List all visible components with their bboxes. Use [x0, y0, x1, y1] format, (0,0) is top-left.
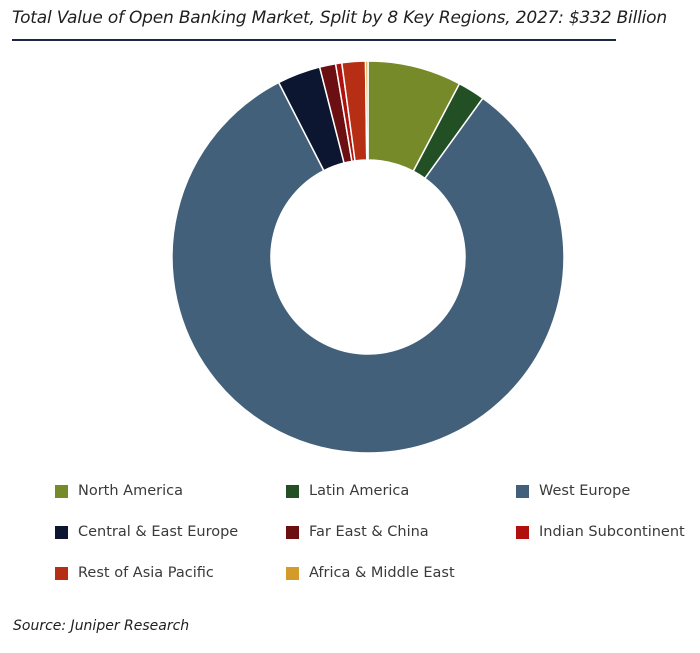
donut-slice-africa-middle-east: [364, 60, 369, 161]
donut-slice-west-europe: [171, 81, 565, 454]
source-note: Source: Juniper Research: [13, 618, 190, 634]
chart-title: Total Value of Open Banking Market, Spli…: [12, 8, 667, 28]
title-underline: [12, 39, 616, 41]
